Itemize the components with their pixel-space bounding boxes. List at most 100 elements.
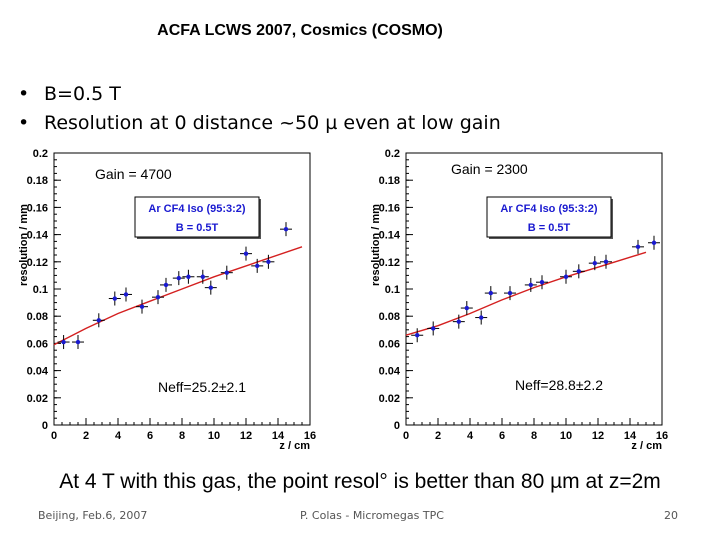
- y-tick-label: 0.2: [385, 148, 400, 160]
- y-tick-label: 0.1: [33, 284, 48, 296]
- bullet-icon: •: [18, 112, 30, 134]
- bullet-item: • B=0.5 T: [18, 80, 501, 109]
- y-tick-label: 0.12: [379, 257, 400, 269]
- data-point: [139, 304, 145, 309]
- page-number: 20: [664, 509, 678, 522]
- y-tick-label: 0: [42, 420, 48, 432]
- x-tick-label: 10: [560, 430, 572, 442]
- y-tick-label: 0.16: [379, 202, 400, 214]
- legend-box: [134, 196, 260, 238]
- y-tick-label: 0.06: [379, 338, 400, 350]
- y-tick-label: 0.08: [27, 311, 48, 323]
- y-tick-label: 0.18: [27, 175, 48, 187]
- y-tick-label: 0.02: [379, 393, 400, 405]
- x-tick-label: 0: [403, 430, 409, 442]
- chart-annotation: Neff=28.8±2.2: [515, 377, 603, 393]
- data-point: [163, 282, 169, 288]
- bullet-text: Resolution at 0 distance ~50 µ even at l…: [44, 112, 501, 134]
- legend-entry: B = 0.5T: [528, 222, 571, 234]
- y-axis-label: resolution / mm: [18, 204, 30, 286]
- footer-author: P. Colas - Micromegas TPC: [300, 509, 444, 522]
- y-tick-label: 0.12: [27, 257, 48, 269]
- legend-entry: B = 0.5T: [176, 222, 219, 234]
- x-tick-label: 4: [115, 430, 122, 442]
- slide-title: ACFA LCWS 2007, Cosmics (COSMO): [157, 22, 443, 39]
- x-tick-label: 14: [272, 430, 285, 442]
- y-tick-label: 0.2: [33, 148, 48, 160]
- chart-svg: 0 0.02 0.04 0.06 0.08 0.1 0.12 0.14 0.16 0.18 0.2 0…: [370, 148, 668, 452]
- data-point: [283, 226, 289, 232]
- x-tick-label: 8: [179, 430, 185, 442]
- fit-curve: [53, 246, 303, 346]
- data-point: [224, 270, 229, 275]
- fit-curve: [405, 251, 647, 336]
- data-point: [266, 259, 271, 264]
- data-point: [61, 339, 66, 345]
- bullet-list: • B=0.5 T • Resolution at 0 distance ~50 µ…: [18, 80, 501, 138]
- data-point: [592, 260, 597, 266]
- data-point: [603, 259, 609, 264]
- x-tick-label: 8: [531, 430, 537, 442]
- x-tick-label: 10: [208, 430, 220, 442]
- x-tick-label: 16: [656, 430, 668, 442]
- legend-entry: Ar CF4 Iso (95:3:2): [148, 203, 246, 215]
- data-point: [208, 285, 213, 290]
- data-point: [539, 280, 545, 285]
- bullet-item: • Resolution at 0 distance ~50 µ even at …: [18, 109, 501, 138]
- x-tick-label: 6: [147, 430, 153, 442]
- data-point: [243, 251, 249, 256]
- bullet-icon: •: [18, 83, 30, 105]
- bullet-text: B=0.5 T: [44, 83, 121, 105]
- legend-box: [486, 196, 612, 238]
- y-tick-label: 0.04: [27, 366, 49, 378]
- y-tick-label: 0.02: [27, 393, 48, 405]
- data-point: [431, 326, 436, 331]
- y-tick-label: 0.06: [27, 338, 48, 350]
- x-tick-label: 2: [83, 430, 89, 442]
- y-tick-label: 0.1: [385, 284, 400, 296]
- chart-annotation: Gain = 4700: [95, 166, 172, 182]
- data-point: [576, 269, 581, 274]
- data-point: [186, 274, 191, 279]
- y-axis-label: resolution / mm: [370, 204, 382, 286]
- x-axis-label: z / cm: [631, 440, 662, 452]
- data-point: [123, 292, 129, 297]
- data-point: [155, 294, 161, 300]
- x-tick-label: 12: [240, 430, 252, 442]
- y-tick-label: 0.14: [27, 230, 49, 242]
- data-point: [255, 263, 260, 269]
- data-point: [176, 275, 181, 281]
- data-point: [528, 282, 533, 288]
- y-tick-label: 0.04: [379, 366, 401, 378]
- conclusion-text: At 4 T with this gas, the point resol° i…: [59, 470, 661, 493]
- data-point: [112, 296, 118, 301]
- chart-annotation: Neff=25.2±2.1: [158, 379, 246, 395]
- x-tick-label: 14: [624, 430, 637, 442]
- data-point: [96, 318, 102, 323]
- chart-svg: 0 0.02 0.04 0.06 0.08 0.1 0.12 0.14 0.16 0.18 0.2 0…: [18, 148, 316, 452]
- y-tick-label: 0.18: [379, 175, 400, 187]
- x-tick-label: 16: [304, 430, 316, 442]
- chart-gain-2300: 0 0.02 0.04 0.06 0.08 0.1 0.12 0.14 0.16 0.18 0.2 0…: [362, 145, 682, 457]
- x-tick-label: 0: [51, 430, 57, 442]
- data-point: [200, 274, 205, 279]
- x-axis-label: z / cm: [279, 440, 310, 452]
- x-tick-label: 6: [499, 430, 505, 442]
- data-point: [488, 290, 493, 296]
- x-tick-label: 4: [467, 430, 474, 442]
- data-point: [456, 319, 461, 324]
- chart-gain-4700: 0 0.02 0.04 0.06 0.08 0.1 0.12 0.14 0.16 0.18 0.2 0…: [10, 145, 330, 457]
- y-tick-label: 0.08: [379, 311, 400, 323]
- x-tick-label: 12: [592, 430, 604, 442]
- data-point: [635, 244, 641, 250]
- data-point: [75, 339, 81, 345]
- footer-date: Beijing, Feb.6, 2007: [38, 509, 148, 522]
- data-point: [651, 240, 657, 245]
- data-point: [415, 333, 420, 338]
- data-point: [464, 305, 469, 311]
- legend-entry: Ar CF4 Iso (95:3:2): [500, 203, 598, 215]
- data-point: [563, 274, 569, 279]
- y-tick-label: 0.14: [379, 230, 401, 242]
- y-tick-label: 0: [394, 420, 400, 432]
- data-point: [479, 315, 484, 320]
